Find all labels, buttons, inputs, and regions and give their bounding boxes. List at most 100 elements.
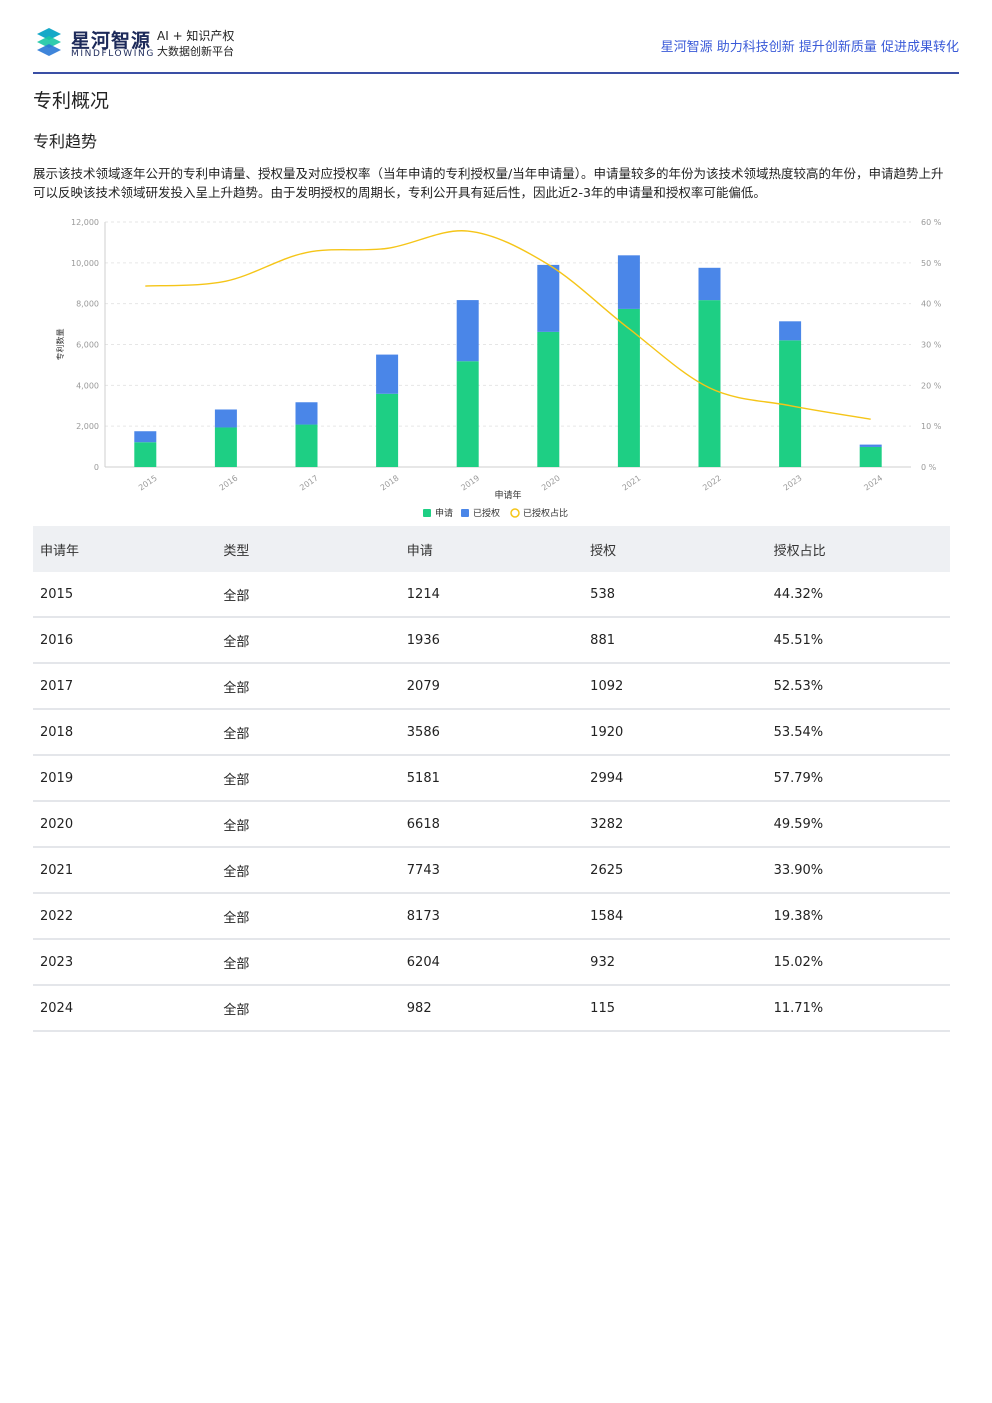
x-tick-label: 2018: [379, 473, 401, 492]
column-header-year: 申请年: [40, 543, 80, 559]
applications-cell: 2079: [406, 678, 440, 694]
brand-name-en: MINDFLOWING: [71, 49, 155, 59]
year-cell: 2021: [40, 862, 74, 878]
type-cell: 全部: [223, 772, 250, 788]
x-tick-label: 2019: [459, 473, 481, 492]
brand-tagline-1: AI + 知识产权: [157, 29, 235, 43]
bar-granted: [537, 264, 560, 332]
column-header-grant-ratio: 授权占比: [773, 543, 826, 559]
table-row: 2020 全部 6618 3282 49.59%: [33, 802, 950, 848]
year-cell: 2015: [40, 586, 74, 602]
grant-ratio-cell: 52.53%: [773, 678, 824, 694]
grants-cell: 115: [590, 1000, 615, 1016]
legend-swatch-applications: [423, 509, 431, 517]
y2-tick-label: 60 %: [921, 218, 942, 227]
applications-cell: 7743: [406, 862, 440, 878]
type-cell: 全部: [223, 910, 250, 926]
grants-cell: 932: [590, 954, 615, 970]
grants-cell: 2625: [590, 862, 624, 878]
bar-applications: [376, 393, 399, 467]
y2-tick-label: 50 %: [921, 259, 942, 268]
y-tick-label: 6,000: [76, 341, 99, 350]
table-row: 2023 全部 6204 932 15.02%: [33, 940, 950, 986]
patent-trend-table: 申请年 类型 申请 授权 授权占比 2015 全部 1214 538 44.32% 201…: [33, 526, 950, 1032]
table-header-row: 申请年 类型 申请 授权 授权占比: [33, 526, 950, 572]
x-tick-label: 2017: [298, 473, 320, 492]
table-row: 2015 全部 1214 538 44.32%: [33, 572, 950, 618]
year-cell: 2023: [40, 954, 74, 970]
column-header-grants: 授权: [590, 543, 617, 559]
table-body: 2015 全部 1214 538 44.32% 2016 全部 1936 881 45.51% 20…: [33, 572, 950, 1032]
y2-tick-label: 30 %: [921, 341, 942, 350]
bar-granted: [295, 402, 318, 425]
year-cell: 2017: [40, 678, 74, 694]
applications-cell: 3586: [406, 724, 440, 740]
type-cell: 全部: [223, 864, 250, 880]
header-slogan: 星河智源 助力科技创新 提升创新质量 促进成果转化: [660, 40, 959, 55]
type-cell: 全部: [223, 680, 250, 696]
grants-cell: 2994: [590, 770, 624, 786]
legend-label-granted: 已授权: [473, 507, 500, 519]
type-cell: 全部: [223, 956, 250, 972]
bar-applications: [214, 427, 237, 467]
bar-applications: [134, 442, 157, 467]
type-cell: 全部: [223, 588, 250, 604]
grants-cell: 538: [590, 586, 615, 602]
grants-cell: 1584: [590, 908, 624, 924]
y2-tick-label: 0 %: [921, 463, 937, 472]
year-cell: 2020: [40, 816, 74, 832]
section-title: 专利概况: [33, 90, 110, 112]
year-cell: 2018: [40, 724, 74, 740]
legend-label-grant-ratio: 已授权占比: [523, 507, 568, 519]
section-description: 展示该技术领域逐年公开的专利申请量、授权量及对应授权率（当年申请的专利授权量/当…: [33, 166, 944, 200]
table-row: 2024 全部 982 115 11.71%: [33, 986, 950, 1032]
section-subtitle: 专利趋势: [33, 132, 98, 151]
bar-applications: [537, 331, 560, 467]
bar-granted: [456, 300, 479, 362]
bar-granted: [617, 255, 640, 309]
y-tick-label: 0: [94, 463, 99, 472]
year-cell: 2019: [40, 770, 74, 786]
bar-granted: [859, 444, 882, 447]
bar-granted: [214, 409, 237, 428]
year-cell: 2024: [40, 1000, 74, 1016]
page-header: 星河智源 MINDFLOWING AI + 知识产权 大数据创新平台 星河智源 …: [33, 22, 959, 74]
grant-ratio-cell: 57.79%: [773, 770, 824, 786]
x-tick-label: 2021: [621, 473, 643, 492]
mindflowing-logo-icon: [37, 28, 61, 56]
grant-ratio-cell: 53.54%: [773, 724, 824, 740]
x-tick-label: 2024: [862, 473, 884, 492]
table-row: 2022 全部 8173 1584 19.38%: [33, 894, 950, 940]
y-tick-label: 12,000: [71, 218, 99, 227]
grants-cell: 881: [590, 632, 615, 648]
x-tick-label: 2022: [701, 473, 723, 492]
year-cell: 2016: [40, 632, 74, 648]
y-tick-label: 8,000: [76, 300, 99, 309]
y-axis-label: 专利数量: [55, 329, 65, 361]
grants-cell: 1092: [590, 678, 624, 694]
applications-cell: 1936: [406, 632, 440, 648]
type-cell: 全部: [223, 634, 250, 650]
x-tick-label: 2015: [137, 473, 159, 492]
y2-tick-label: 20 %: [921, 381, 942, 390]
applications-cell: 6618: [406, 816, 440, 832]
legend-swatch-grant-ratio: [510, 508, 520, 518]
grant-ratio-cell: 45.51%: [773, 632, 824, 648]
y-tick-label: 4,000: [76, 381, 99, 390]
column-header-applications: 申请: [406, 543, 433, 559]
grant-ratio-cell: 33.90%: [773, 862, 824, 878]
applications-cell: 6204: [406, 954, 440, 970]
x-tick-label: 2023: [782, 473, 804, 492]
table-row: 2018 全部 3586 1920 53.54%: [33, 710, 950, 756]
table-row: 2016 全部 1936 881 45.51%: [33, 618, 950, 664]
grant-ratio-cell: 11.71%: [773, 1000, 824, 1016]
x-tick-label: 2020: [540, 473, 562, 492]
y2-tick-label: 40 %: [921, 300, 942, 309]
y-tick-label: 10,000: [71, 259, 99, 268]
year-cell: 2022: [40, 908, 74, 924]
table-row: 2019 全部 5181 2994 57.79%: [33, 756, 950, 802]
grant-ratio-cell: 15.02%: [773, 954, 824, 970]
bar-applications: [456, 361, 479, 467]
legend-swatch-granted: [461, 509, 469, 517]
applications-cell: 1214: [406, 586, 440, 602]
